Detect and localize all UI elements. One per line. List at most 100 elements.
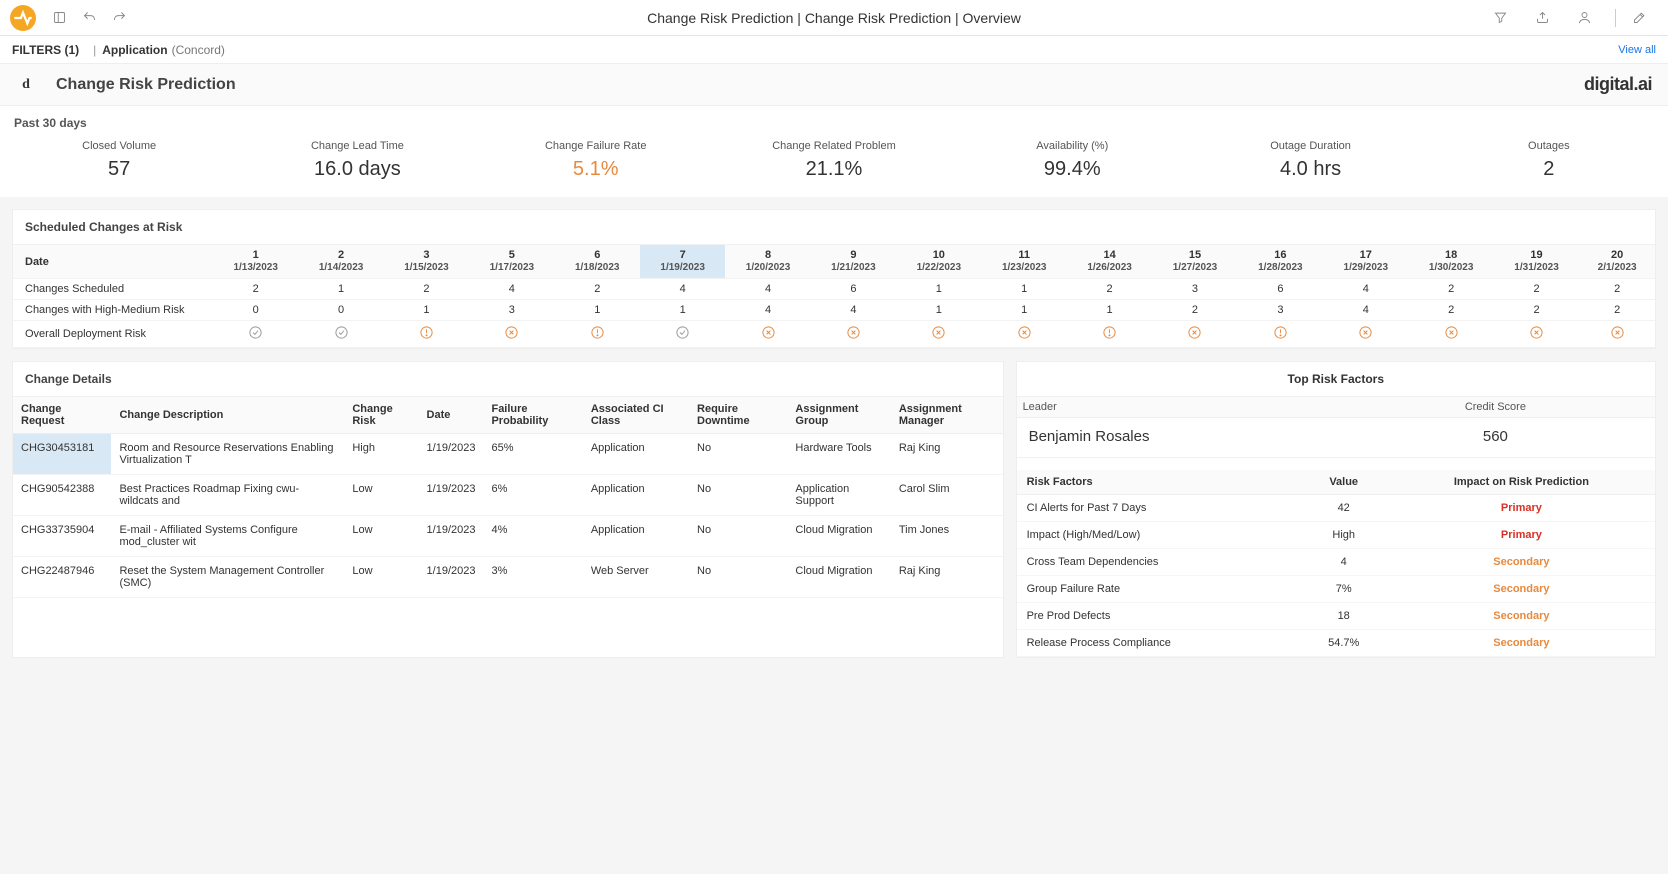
- detail-cell: Low: [344, 516, 418, 557]
- factor-impact: Secondary: [1388, 630, 1655, 657]
- kpi-card: Outage Duration4.0 hrs: [1191, 140, 1429, 181]
- sched-cell: 3: [1152, 279, 1237, 300]
- detail-cell: Cloud Migration: [787, 557, 890, 598]
- sched-cell: 2: [1408, 279, 1493, 300]
- filter-app-value: (Concord): [172, 43, 225, 57]
- sched-col-header[interactable]: 191/31/2023: [1494, 245, 1579, 279]
- kpi-value: 57: [0, 158, 238, 181]
- kpi-title: Outages: [1430, 140, 1668, 152]
- factor-name: Group Failure Rate: [1017, 576, 1300, 603]
- table-row[interactable]: CHG22487946Reset the System Management C…: [13, 557, 1003, 598]
- app-logo[interactable]: [10, 5, 36, 31]
- redo-icon[interactable]: [108, 7, 130, 29]
- sched-cell: 1: [896, 279, 981, 300]
- sched-cell: 6: [811, 279, 896, 300]
- sched-cell: 3: [469, 300, 554, 321]
- kpi-value: 2: [1430, 158, 1668, 181]
- sched-cell: 1: [982, 300, 1067, 321]
- brand-text: digital.ai: [1584, 74, 1652, 94]
- sched-col-header[interactable]: 51/17/2023: [469, 245, 554, 279]
- sched-col-header[interactable]: 11/13/2023: [213, 245, 298, 279]
- factor-row: Cross Team Dependencies4Secondary: [1017, 549, 1655, 576]
- sched-risk-cell: [555, 321, 640, 348]
- x-circle-icon: [931, 325, 946, 340]
- filter-app-label[interactable]: Application: [102, 43, 167, 57]
- sched-col-header[interactable]: 111/23/2023: [982, 245, 1067, 279]
- sched-cell: 3: [1238, 300, 1323, 321]
- detail-cell: Room and Resource Reservations Enabling …: [111, 434, 344, 475]
- sched-risk-cell: [213, 321, 298, 348]
- sched-risk-cell: [1323, 321, 1408, 348]
- sched-col-header[interactable]: 31/15/2023: [384, 245, 469, 279]
- breadcrumb: Change Risk Prediction | Change Risk Pre…: [647, 10, 1021, 26]
- detail-cell: High: [344, 434, 418, 475]
- sched-col-header[interactable]: 81/20/2023: [725, 245, 810, 279]
- sched-col-header[interactable]: 91/21/2023: [811, 245, 896, 279]
- brand-logo: digital.ai: [1584, 74, 1652, 95]
- sched-cell: 2: [1494, 279, 1579, 300]
- detail-cell: Application Support: [787, 475, 890, 516]
- check-circle-icon: [334, 325, 349, 340]
- detail-header: Assignment Manager: [891, 397, 1003, 434]
- table-row[interactable]: CHG33735904E-mail - Affiliated Systems C…: [13, 516, 1003, 557]
- sched-col-header[interactable]: 181/30/2023: [1408, 245, 1493, 279]
- detail-cell: CHG30453181: [13, 434, 111, 475]
- kpi-card: Change Related Problem21.1%: [715, 140, 953, 181]
- x-circle-icon: [1017, 325, 1032, 340]
- topbar: Change Risk Prediction | Change Risk Pre…: [0, 0, 1668, 36]
- share-icon[interactable]: [1531, 7, 1553, 29]
- sched-col-header[interactable]: 71/19/2023: [640, 245, 725, 279]
- sched-col-header[interactable]: 101/22/2023: [896, 245, 981, 279]
- sched-risk-cell: [1152, 321, 1237, 348]
- sched-col-header[interactable]: 151/27/2023: [1152, 245, 1237, 279]
- factor-header: Value: [1300, 470, 1388, 495]
- sched-cell: 1: [640, 300, 725, 321]
- kpi-value: 4.0 hrs: [1191, 158, 1429, 181]
- topbar-right: [1489, 7, 1658, 29]
- factor-name: Cross Team Dependencies: [1017, 549, 1300, 576]
- table-row[interactable]: CHG90542388Best Practices Roadmap Fixing…: [13, 475, 1003, 516]
- kpi-title: Change Related Problem: [715, 140, 953, 152]
- detail-cell: No: [689, 516, 787, 557]
- warning-circle-icon: [590, 325, 605, 340]
- sched-cell: 2: [213, 279, 298, 300]
- detail-cell: 1/19/2023: [419, 475, 484, 516]
- detail-header: Failure Probability: [483, 397, 582, 434]
- risk-factors-title: Top Risk Factors: [1017, 362, 1655, 397]
- factor-value: 42: [1300, 495, 1388, 522]
- undo-icon[interactable]: [78, 7, 100, 29]
- warning-circle-icon: [419, 325, 434, 340]
- leader-label: Leader: [1017, 397, 1336, 418]
- user-icon[interactable]: [1573, 7, 1595, 29]
- kpi-card: Change Failure Rate5.1%: [477, 140, 715, 181]
- edit-icon[interactable]: [1628, 7, 1650, 29]
- divider: [1615, 9, 1616, 27]
- filter-icon[interactable]: [1489, 7, 1511, 29]
- kpi-card: Outages 2: [1430, 140, 1668, 181]
- view-all-link[interactable]: View all: [1618, 44, 1656, 56]
- sched-cell: 6: [1238, 279, 1323, 300]
- x-circle-icon: [761, 325, 776, 340]
- factor-value: 7%: [1300, 576, 1388, 603]
- scheduled-panel: Scheduled Changes at Risk Date11/13/2023…: [12, 209, 1656, 349]
- sched-col-header[interactable]: 21/14/2023: [298, 245, 383, 279]
- kpi-value: 5.1%: [477, 158, 715, 181]
- filters-label[interactable]: FILTERS (1): [12, 43, 79, 57]
- x-circle-icon: [1610, 325, 1625, 340]
- sched-risk-cell: [982, 321, 1067, 348]
- sched-risk-cell: [469, 321, 554, 348]
- table-row[interactable]: CHG30453181Room and Resource Reservation…: [13, 434, 1003, 475]
- sched-risk-cell: [1067, 321, 1152, 348]
- sched-col-header[interactable]: 202/1/2023: [1579, 245, 1655, 279]
- check-circle-icon: [675, 325, 690, 340]
- check-circle-icon: [248, 325, 263, 340]
- x-circle-icon: [1444, 325, 1459, 340]
- sched-col-header[interactable]: 161/28/2023: [1238, 245, 1323, 279]
- factor-name: Pre Prod Defects: [1017, 603, 1300, 630]
- kpi-title: Closed Volume: [0, 140, 238, 152]
- sched-col-header[interactable]: 171/29/2023: [1323, 245, 1408, 279]
- sched-col-header[interactable]: 61/18/2023: [555, 245, 640, 279]
- sched-risk-cell: [640, 321, 725, 348]
- sched-col-header[interactable]: 141/26/2023: [1067, 245, 1152, 279]
- panel-icon[interactable]: [48, 7, 70, 29]
